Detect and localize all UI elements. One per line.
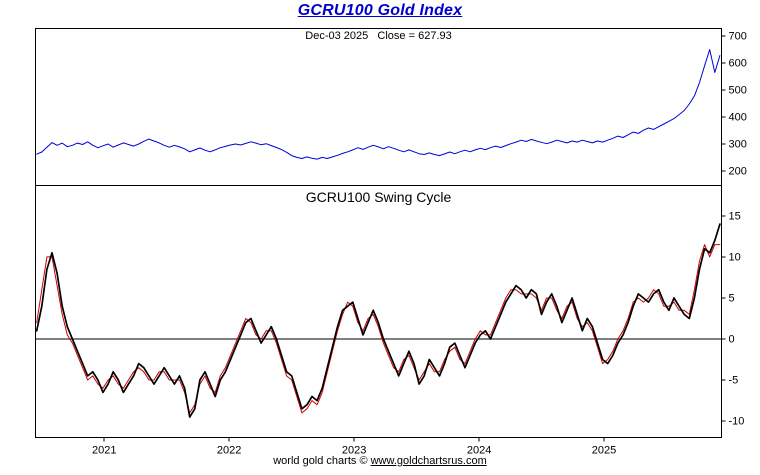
y-tick-label: -10 — [729, 416, 745, 428]
x-tick-label: 2022 — [217, 445, 241, 457]
x-tick-label: 2021 — [92, 445, 116, 457]
y-tick-label: 200 — [729, 165, 747, 177]
x-tick-label: 2023 — [342, 445, 366, 457]
footer-credit-text: world gold charts © — [273, 455, 371, 467]
swing-panel-title: GCRU100 Swing Cycle — [305, 189, 452, 205]
chart-title: GCRU100 Gold Index — [297, 2, 463, 19]
chart-subtitle: Dec-03 2025 Close = 627.93 — [305, 30, 452, 42]
panel-border — [35, 28, 722, 186]
swing-cycle-fast-series — [36, 244, 721, 414]
y-tick-label: 500 — [729, 85, 747, 97]
x-tick-label: 2024 — [467, 445, 491, 457]
y-tick-label: 300 — [729, 138, 747, 150]
y-tick-label: -5 — [729, 375, 739, 387]
y-tick-label: 400 — [729, 111, 747, 123]
footer-site-link[interactable]: www.goldchartsrus.com — [370, 455, 487, 467]
panel-border — [35, 185, 722, 438]
y-tick-label: 700 — [729, 31, 747, 43]
footer: world gold charts © www.goldchartsrus.co… — [0, 455, 760, 467]
y-tick-label: 15 — [729, 210, 741, 222]
y-tick-label: 0 — [729, 333, 735, 345]
y-tick-label: 10 — [729, 251, 741, 263]
swing-cycle-slow-series — [35, 223, 721, 418]
y-tick-label: 600 — [729, 58, 747, 70]
x-tick-label: 2025 — [592, 445, 616, 457]
y-tick-label: 5 — [729, 292, 735, 304]
gold-index-series — [36, 49, 721, 160]
